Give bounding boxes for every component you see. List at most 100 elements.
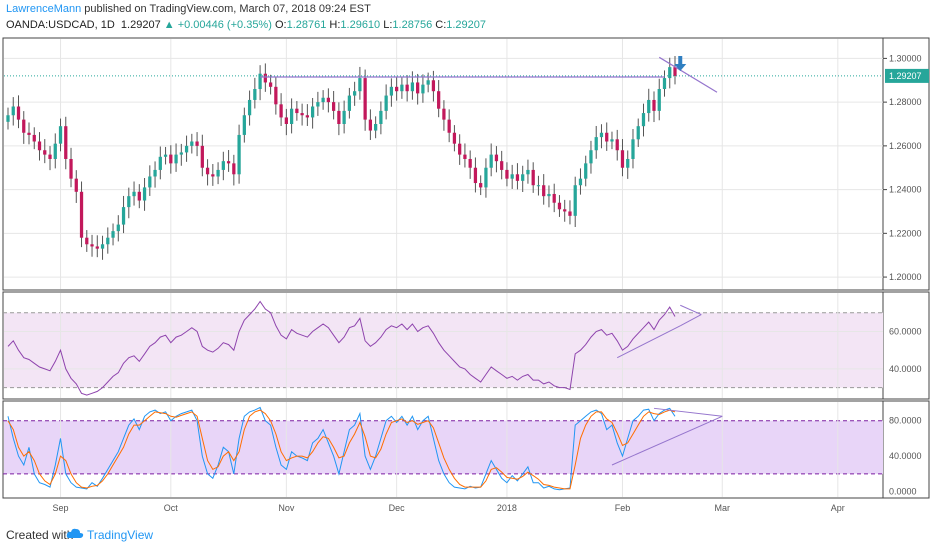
candle-body [100, 244, 105, 249]
candle-body [447, 119, 451, 133]
candle-body [111, 231, 115, 238]
candle-body [69, 158, 73, 179]
candle-body [22, 119, 26, 133]
open-label: O: [274, 19, 287, 31]
candle-body [43, 150, 47, 155]
low-label: L: [383, 19, 393, 31]
tradingview-link[interactable]: TradingView [87, 528, 154, 542]
rsi-tick-label: 60.0000 [889, 326, 922, 336]
candle-body [247, 99, 252, 116]
candle-body [232, 163, 236, 175]
candle-body [589, 150, 593, 164]
candle-body [521, 174, 525, 181]
price-axes: 1.30000 1.28000 1.26000 1.24000 1.22000 1.200… [883, 53, 929, 497]
candle-body [142, 187, 147, 201]
candle-body [79, 191, 84, 238]
candle-body [258, 73, 262, 90]
candle-body [326, 97, 330, 103]
candle-body [211, 174, 215, 177]
down-arrow-icon [674, 56, 687, 71]
candle-body [169, 154, 173, 164]
candle-body [153, 169, 157, 177]
candle-body [200, 145, 204, 168]
chart-svg[interactable]: 1.30000 1.28000 1.26000 1.24000 1.22000 1.200… [0, 0, 932, 518]
x-tick-label: 2018 [497, 503, 517, 513]
candle-body [284, 117, 288, 124]
candle-body [547, 193, 551, 197]
candle-body [452, 132, 457, 144]
panel-frame-2 [2, 291, 930, 400]
rsi-resistance-line [680, 304, 702, 316]
author-link[interactable]: LawrenceMann [6, 3, 82, 15]
candle-body [253, 89, 257, 100]
price-tick-label: 1.24000 [889, 185, 922, 195]
footer: Created with TradingView [0, 518, 932, 550]
candle-body [594, 137, 598, 151]
created-with-label: Created with [6, 528, 74, 542]
candle-body [242, 115, 246, 135]
tradingview-cloud-icon [66, 528, 84, 538]
candle-body [599, 132, 604, 138]
low-value: 1.28756 [392, 19, 433, 31]
candle-body [16, 106, 21, 120]
high-value: 1.29610 [340, 19, 381, 31]
trend-line [658, 56, 718, 93]
candle-body [552, 193, 556, 203]
candle-body [615, 139, 619, 151]
close-label: C: [435, 19, 447, 31]
stochastic-series [7, 406, 676, 491]
candle-body [657, 89, 661, 111]
stoch-tick-label: 0.0000 [889, 487, 917, 497]
candle-body [195, 141, 199, 146]
candle-body [431, 80, 436, 92]
rsi-tick-label: 40.0000 [889, 364, 922, 374]
stoch-band [4, 420, 883, 474]
candle-body [11, 106, 15, 116]
stoch-resistance-line [653, 407, 723, 417]
candle-body [400, 84, 404, 92]
candle-body [116, 224, 120, 232]
candle-body [416, 82, 420, 94]
candle-body [268, 82, 273, 87]
annotations [4, 56, 883, 466]
rsi-series [7, 300, 676, 396]
open-value: 1.28761 [286, 19, 327, 31]
price-tick-label: 1.30000 [889, 53, 922, 63]
x-tick-label: Oct [164, 503, 179, 513]
candle-body [137, 191, 141, 201]
candle-body [32, 134, 36, 142]
candle-body [405, 84, 409, 92]
candle-body [636, 126, 640, 140]
candle-body [668, 67, 672, 79]
stoch-d-line [7, 409, 676, 490]
candle-body [279, 104, 283, 118]
stoch-support-line [611, 415, 723, 466]
candle-body [463, 154, 467, 159]
candle-body [27, 132, 31, 135]
candle-body [163, 154, 168, 157]
candle-body [95, 246, 99, 249]
candle-body [421, 84, 425, 94]
price-tick-label: 1.22000 [889, 228, 922, 238]
candle-body [90, 244, 94, 247]
candle-body [347, 95, 352, 111]
candle-body [442, 108, 446, 120]
candle-body [610, 139, 614, 142]
rsi-line [7, 300, 676, 396]
publish-text: published on TradingView.com, March 07, … [81, 3, 371, 15]
candle-body [458, 143, 462, 155]
x-tick-label: Sep [53, 503, 69, 513]
candle-body [652, 99, 656, 111]
candle-body [190, 141, 194, 146]
candle-body [605, 132, 609, 142]
candle-body [563, 209, 567, 212]
time-axis: SepOctNovDec2018FebMarAprMay [53, 503, 845, 513]
candle-body [641, 113, 646, 127]
price-candles [6, 55, 677, 260]
candle-body [363, 78, 367, 120]
candle-body [127, 196, 131, 208]
x-tick-label: Apr [831, 503, 845, 513]
candle-body [410, 82, 415, 92]
candle-body [353, 91, 357, 96]
x-tick-label: Dec [389, 503, 406, 513]
